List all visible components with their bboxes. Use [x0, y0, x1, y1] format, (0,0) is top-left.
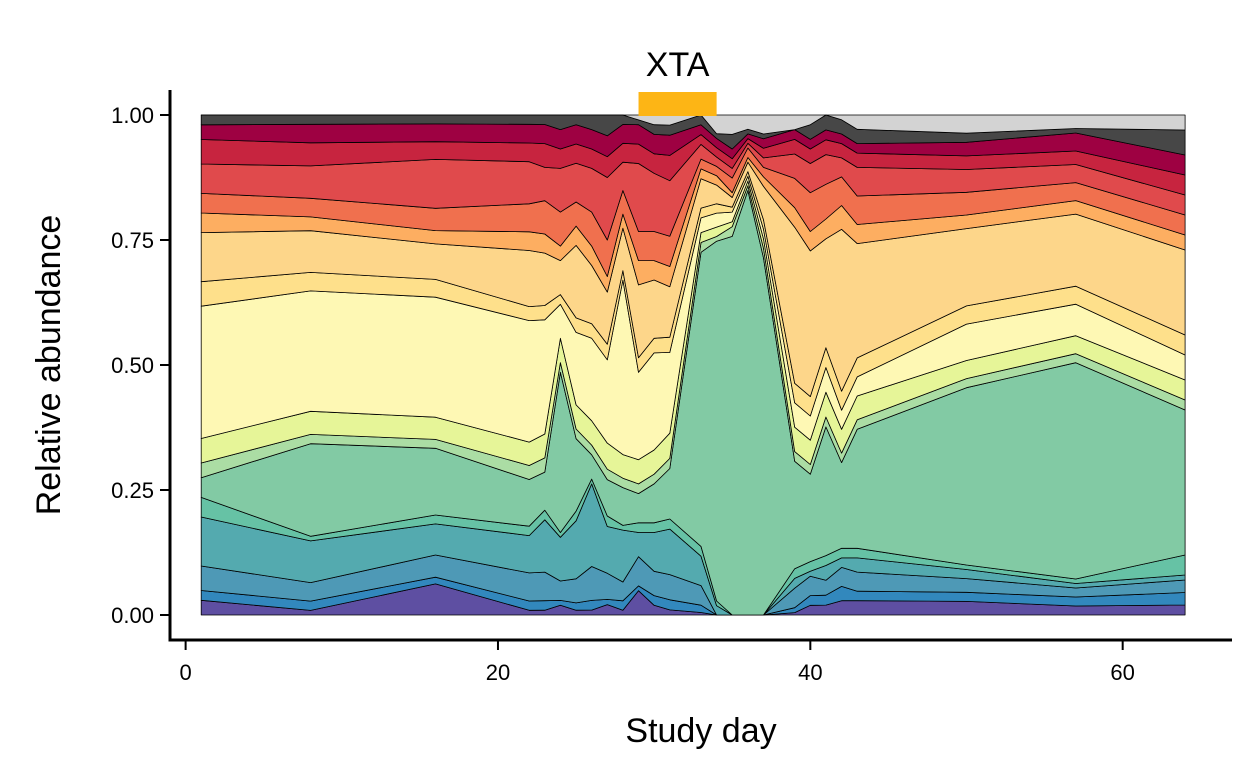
area-layers [200, 114, 1186, 616]
y-tick-label: 0.25 [111, 478, 154, 503]
x-tick-label: 40 [798, 660, 822, 685]
y-axis-ticks: 0.00 0.25 0.50 0.75 1.00 [111, 103, 170, 628]
treatment-label: XTA [646, 46, 710, 84]
x-tick-label: 20 [486, 660, 510, 685]
y-tick-label: 0.75 [111, 228, 154, 253]
x-axis-title: Study day [625, 712, 776, 750]
y-tick-label: 1.00 [111, 103, 154, 128]
x-tick-label: 60 [1110, 660, 1134, 685]
y-tick-label: 0.00 [111, 603, 154, 628]
treatment-bar [638, 92, 717, 116]
treatment-annotation: XTA [638, 46, 717, 116]
y-tick-label: 0.50 [111, 353, 154, 378]
area-series-18 [200, 114, 1186, 135]
y-axis-title: Relative abundance [30, 215, 68, 516]
axes: 0.00 0.25 0.50 0.75 1.00 0 20 40 60 [111, 90, 1232, 685]
x-tick-label: 0 [179, 660, 191, 685]
x-axis-ticks: 0 20 40 60 [179, 640, 1135, 685]
